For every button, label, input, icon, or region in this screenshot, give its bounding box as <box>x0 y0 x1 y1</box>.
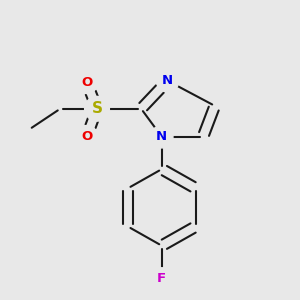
Text: N: N <box>162 74 173 87</box>
Circle shape <box>76 126 98 148</box>
Text: F: F <box>157 272 166 285</box>
Circle shape <box>151 126 173 148</box>
Text: S: S <box>92 101 103 116</box>
Text: O: O <box>81 76 92 89</box>
Text: N: N <box>156 130 167 143</box>
Text: O: O <box>81 130 92 143</box>
Circle shape <box>85 96 110 121</box>
Circle shape <box>76 71 98 94</box>
Circle shape <box>152 268 172 288</box>
Circle shape <box>157 70 179 92</box>
